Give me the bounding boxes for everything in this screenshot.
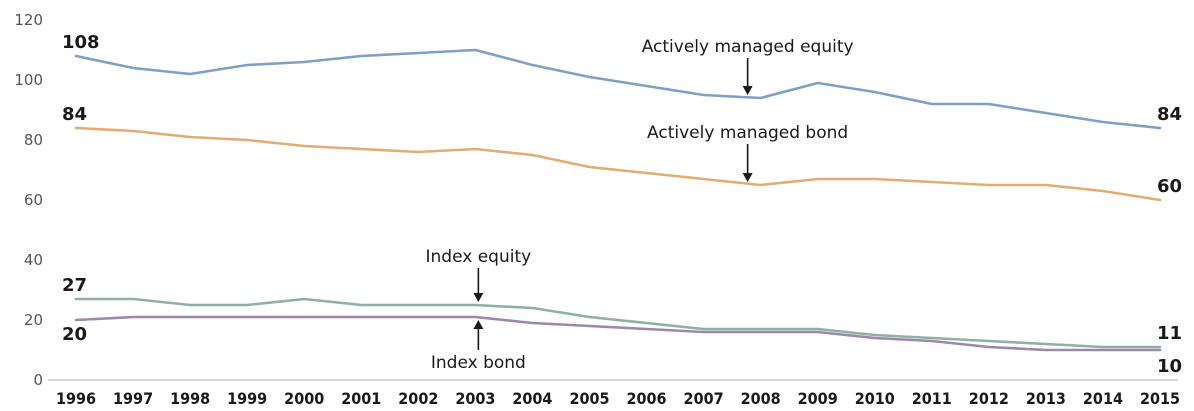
series-end-label: 11 [1157,323,1182,344]
y-tick-label: 20 [24,311,43,329]
series-end-label: 10 [1157,356,1182,377]
annotation-label: Index equity [426,247,532,267]
annotation-label: Actively managed bond [647,123,848,143]
y-tick-label: 80 [24,131,43,149]
x-tick-label: 1996 [56,389,96,408]
series-start-label: 84 [62,104,87,125]
x-tick-label: 2007 [684,389,724,408]
annotation-label: Actively managed equity [642,37,854,57]
annotation-arrow-head [742,86,753,95]
series-line-2 [74,126,1162,202]
series-start-label: 27 [62,275,87,296]
series-start-label: 108 [62,32,100,53]
x-tick-label: 2010 [855,389,895,408]
x-tick-label: 1999 [227,389,267,408]
series-lines [74,48,1162,352]
x-tick-label: 2002 [398,389,438,408]
x-tick-label: 2009 [798,389,838,408]
x-tick-label: 2003 [455,389,495,408]
x-tick-label: 2014 [1083,389,1123,408]
series-line-4 [74,315,1162,352]
series-end-label: 84 [1157,104,1182,125]
y-tick-label: 0 [33,371,43,389]
x-tick-label: 2001 [341,389,381,408]
x-tick-label: 2012 [969,389,1009,408]
annotation-arrow-head [473,293,484,302]
x-tick-label: 2004 [512,389,552,408]
x-tick-label: 1998 [170,389,210,408]
x-tick-label: 2006 [626,389,666,408]
annotation-arrow-head [473,320,484,329]
x-tick-label: 2005 [569,389,609,408]
x-tick-label: 2000 [284,389,324,408]
series-line-3 [74,297,1162,349]
y-tick-label: 120 [14,11,43,29]
y-tick-label: 60 [24,191,43,209]
series-line-1 [74,48,1162,130]
x-axis-ticks: 1996 1997 1998 1999 2000 2001 2002 2003 2004 2005… [56,389,1180,408]
series-end-label: 60 [1157,176,1182,197]
x-tick-label: 2008 [741,389,781,408]
x-tick-label: 1997 [113,389,153,408]
x-tick-label: 2015 [1140,389,1180,408]
series-start-label: 20 [62,324,87,345]
annotation-arrow-head [742,173,753,182]
series-labels: 108 84 84 60 27 11 20 10 [62,32,1182,377]
y-tick-label: 40 [24,251,43,269]
series-annotations: Actively managed equity Actively managed … [426,37,854,373]
x-tick-label: 2011 [912,389,952,408]
y-tick-label: 100 [14,71,43,89]
x-tick-label: 2013 [1026,389,1066,408]
annotation-label: Index bond [431,353,526,373]
y-axis-ticks: 0 20 40 60 80 100 120 [14,11,43,389]
